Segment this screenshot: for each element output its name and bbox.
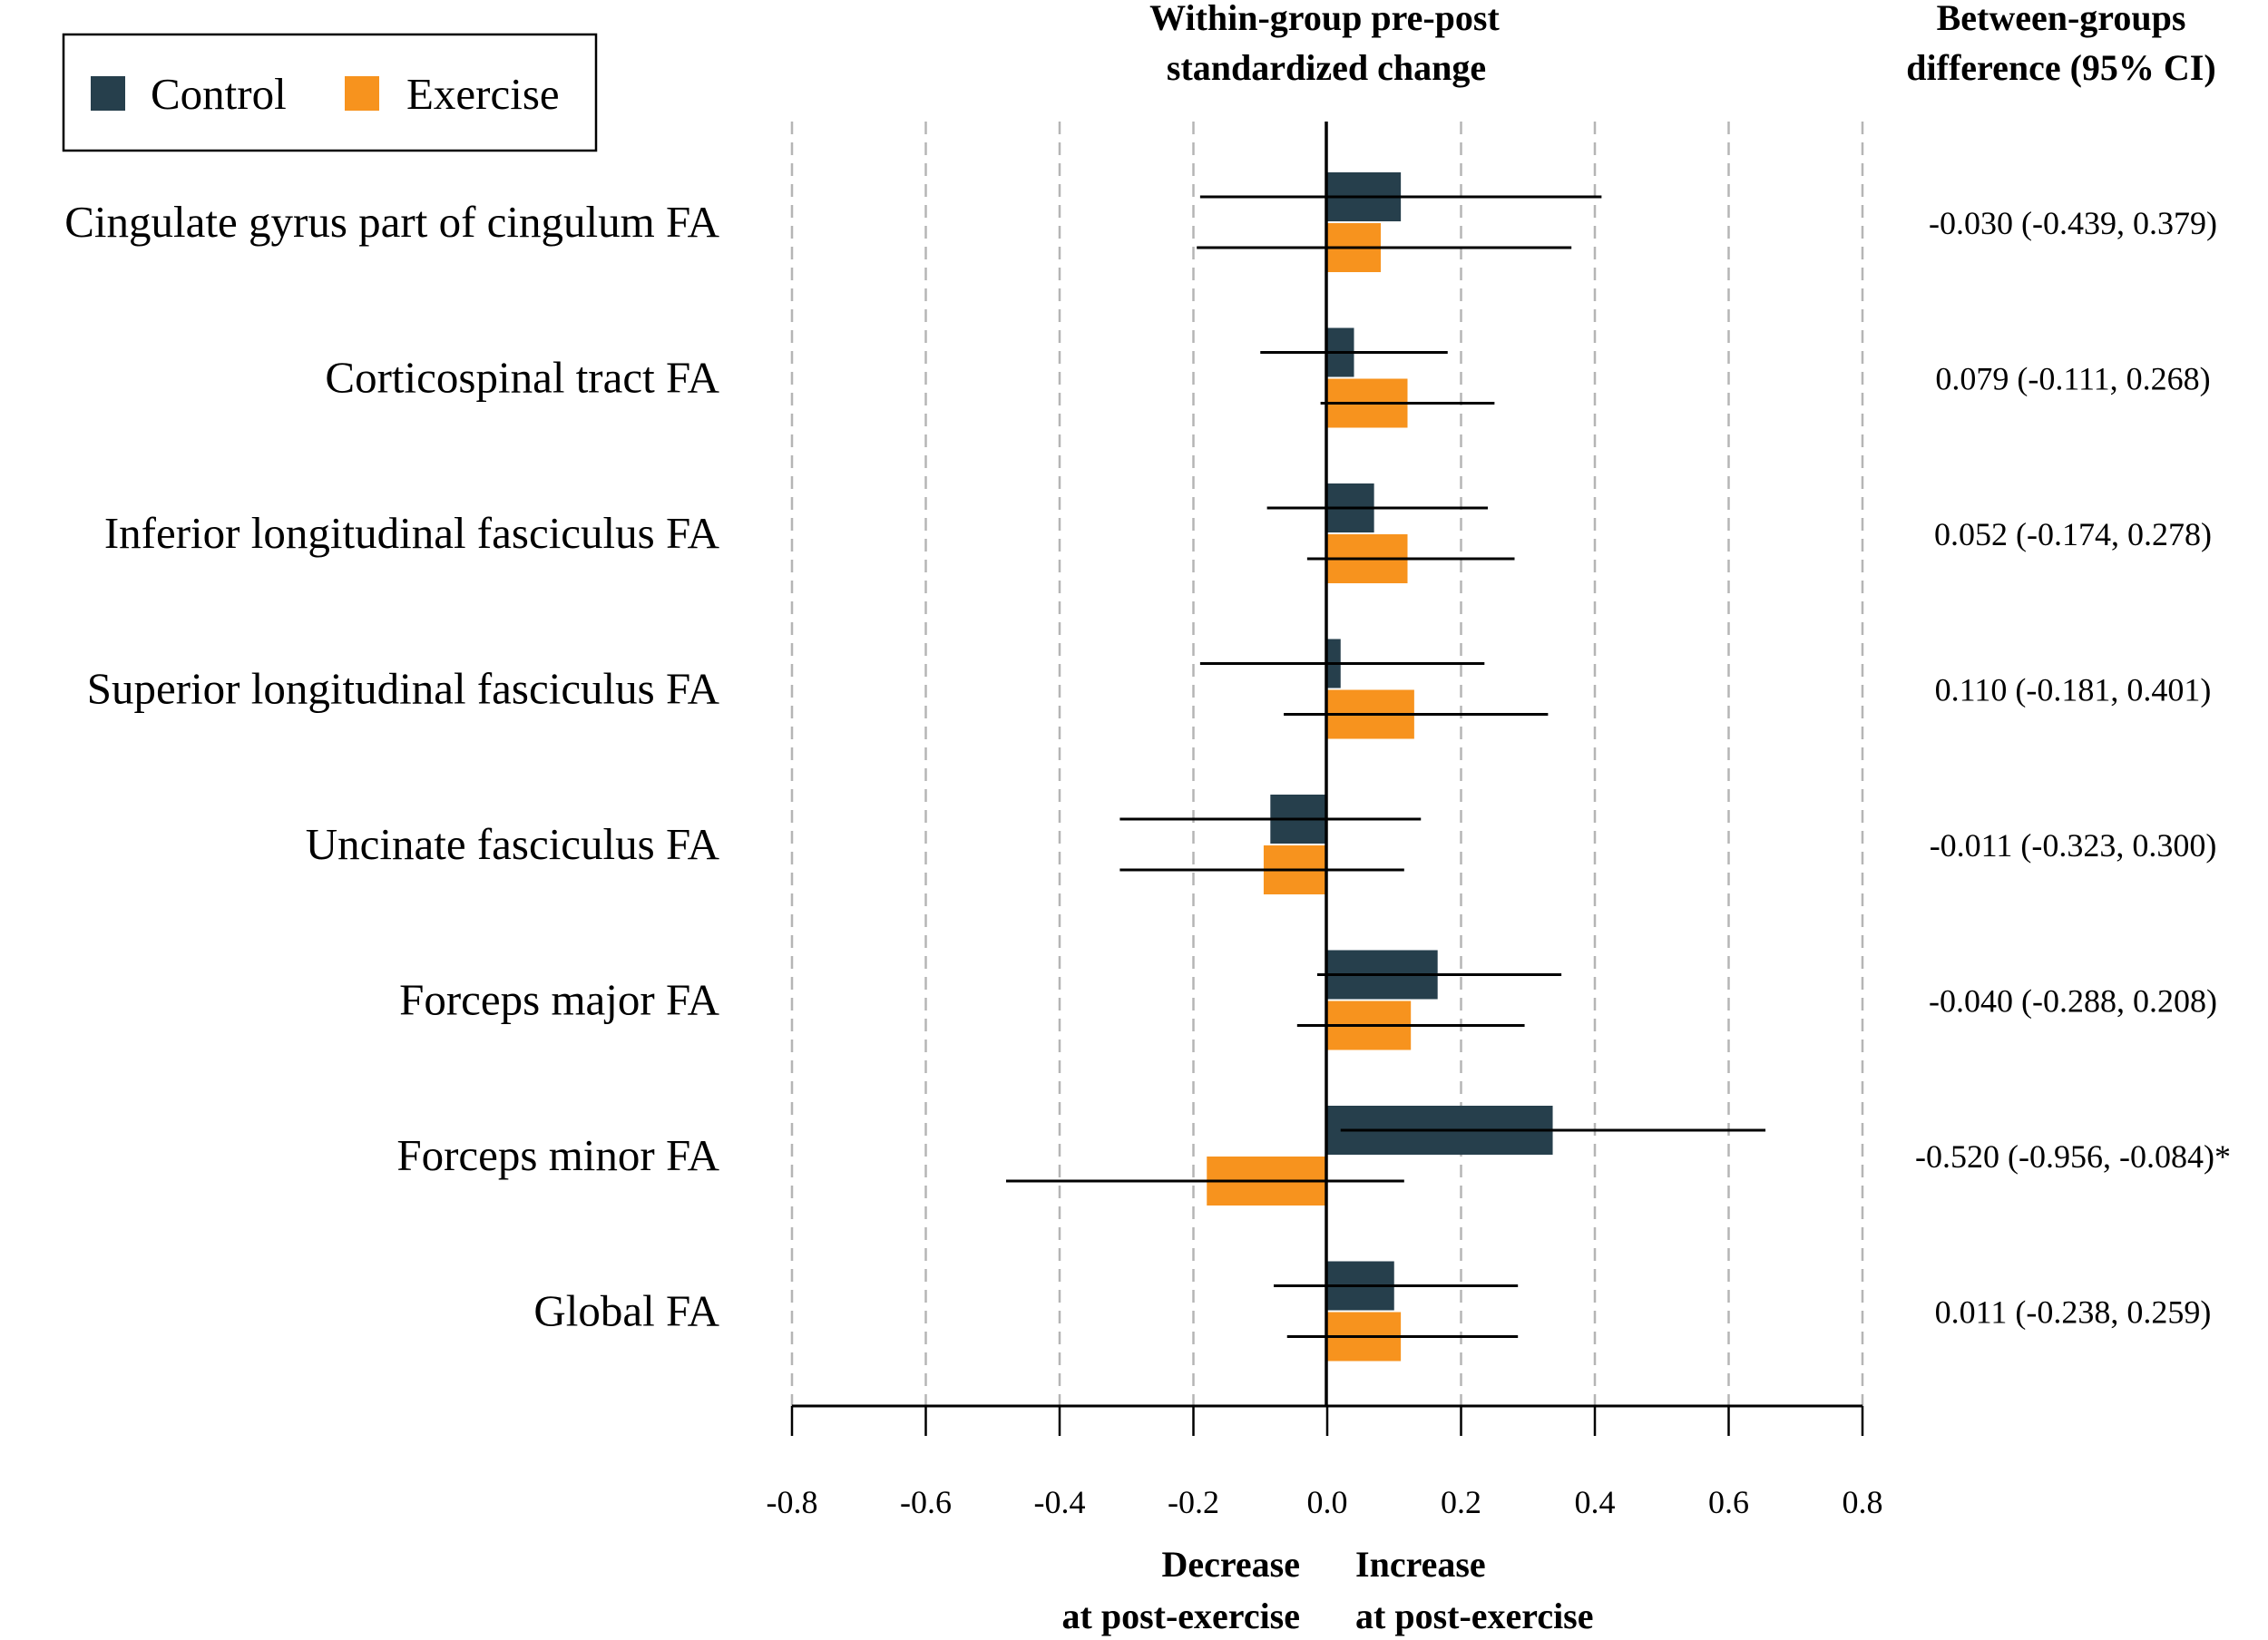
x-tick-label: -0.2 — [1168, 1484, 1219, 1520]
right-header-line-1: Between-groups — [1937, 0, 2186, 38]
x-tick-label: 0.8 — [1843, 1484, 1883, 1520]
row-label: Corticospinal tract FA — [325, 353, 719, 403]
between-group-ci: 0.110 (-0.181, 0.401) — [1935, 672, 2212, 708]
row-label: Forceps major FA — [399, 975, 720, 1025]
legend-label-exercise: Exercise — [406, 69, 560, 119]
increase-label-line-1: Increase — [1355, 1544, 1486, 1585]
row-label: Superior longitudinal fasciculus FA — [87, 664, 720, 714]
row-labels: Cingulate gyrus part of cingulum FA Corti… — [64, 197, 719, 1336]
between-group-ci: -0.011 (-0.323, 0.300) — [1930, 827, 2217, 864]
legend-label-control: Control — [151, 69, 287, 119]
x-tick-label: 0.2 — [1441, 1484, 1481, 1520]
between-group-ci: -0.040 (-0.288, 0.208) — [1929, 983, 2217, 1020]
legend: Control Exercise — [62, 33, 598, 152]
x-tick-label: 0.4 — [1575, 1484, 1616, 1520]
decrease-label-line-1: Decrease — [1162, 1544, 1301, 1585]
legend-box — [62, 33, 598, 152]
between-group-ci: 0.011 (-0.238, 0.259) — [1935, 1294, 2212, 1331]
x-tick-label: 0.0 — [1307, 1484, 1348, 1520]
between-group-ci-column: -0.030 (-0.439, 0.379) 0.079 (-0.111, 0.2… — [1915, 205, 2231, 1331]
chart-title-line-2: standardized change — [1167, 47, 1486, 88]
legend-swatch-control — [91, 76, 125, 111]
x-tick-label: -0.8 — [767, 1484, 818, 1520]
between-group-ci: -0.520 (-0.956, -0.084)* — [1915, 1138, 2231, 1175]
legend-swatch-exercise — [345, 76, 379, 111]
decrease-label-line-2: at post-exercise — [1062, 1596, 1301, 1636]
between-group-ci: 0.079 (-0.111, 0.268) — [1935, 361, 2210, 397]
between-group-ci: -0.030 (-0.439, 0.379) — [1929, 205, 2217, 241]
grid-lines — [790, 122, 1864, 1406]
row-label: Uncinate fasciculus FA — [306, 819, 720, 869]
increase-label-line-2: at post-exercise — [1355, 1596, 1594, 1636]
right-header-line-2: difference (95% CI) — [1906, 47, 2215, 88]
x-tick-label: -0.6 — [900, 1484, 952, 1520]
x-tick-label: -0.4 — [1034, 1484, 1086, 1520]
row-label: Global FA — [533, 1286, 719, 1336]
row-label: Inferior longitudinal fasciculus FA — [104, 508, 720, 558]
x-tick-label: 0.6 — [1708, 1484, 1749, 1520]
x-axis-ticks: -0.8 -0.6 -0.4 -0.2 0.0 0.2 0.4 0.6 0.8 — [767, 1406, 1883, 1520]
between-group-ci: 0.052 (-0.174, 0.278) — [1934, 516, 2212, 552]
chart-title-line-1: Within-group pre-post — [1149, 0, 1500, 38]
row-label: Cingulate gyrus part of cingulum FA — [64, 197, 719, 247]
row-label: Forceps minor FA — [396, 1130, 719, 1180]
bars-layer — [1006, 172, 1766, 1362]
